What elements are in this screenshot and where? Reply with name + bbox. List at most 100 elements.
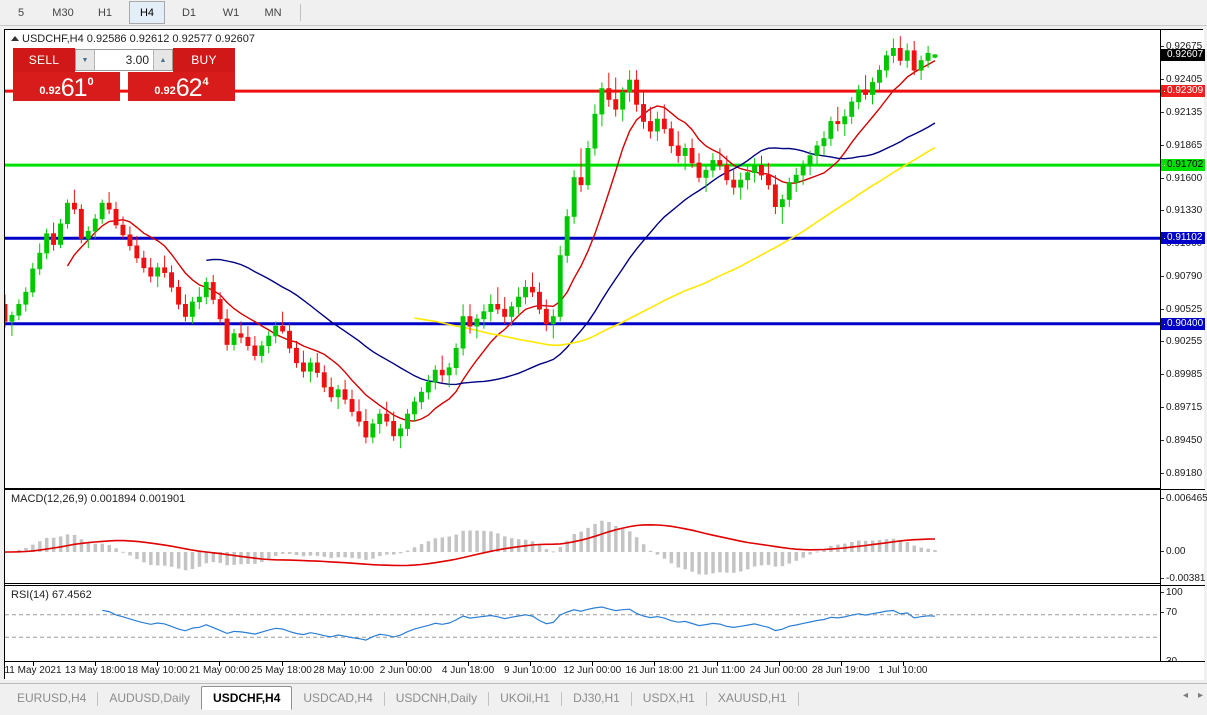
- price-tick-label: 0.92405: [1166, 74, 1203, 86]
- symbol-tab-ukoil-h1[interactable]: UKOil,H1: [500, 691, 551, 705]
- collapse-arrow-icon[interactable]: [11, 35, 19, 41]
- timeframe-button-w1[interactable]: W1: [222, 6, 240, 19]
- rsi-pane[interactable]: RSI(14) 67.4562: [5, 585, 1160, 661]
- macd-tick: 0.006465: [1161, 493, 1207, 504]
- symbol-tab-xauusd-h1[interactable]: XAUUSD,H1: [717, 691, 787, 705]
- symbol-tab-bar: EURUSD,H4 AUDUSD,Daily USDCHF,H4 USDCAD,H4 U…: [0, 683, 1207, 715]
- price-tag-blue[interactable]: 0.90400: [1161, 317, 1205, 330]
- price-tick-label: 0.91600: [1166, 172, 1203, 184]
- scale-divider: [1161, 585, 1205, 586]
- macd-tick-label: 0.00: [1166, 546, 1186, 557]
- tick-mark: [1161, 276, 1164, 278]
- time-axis-label: 24 Jun 00:00: [749, 665, 808, 676]
- buy-button[interactable]: BUY: [173, 48, 235, 72]
- price-tick-label: 0.89180: [1166, 467, 1203, 479]
- sell-price-big: 61: [60, 74, 88, 101]
- price-pane-title-text: USDCHF,H4 0.92586 0.92612 0.92577 0.9260…: [22, 33, 256, 45]
- sell-button[interactable]: SELL: [13, 48, 75, 72]
- time-tick-mark: [281, 662, 283, 666]
- symbol-tab-usdcad-h4[interactable]: USDCAD,H4: [303, 691, 373, 705]
- level-handle[interactable]: [1162, 321, 1167, 327]
- level-handle[interactable]: [1162, 163, 1167, 169]
- symbol-tab-usdchf-h4[interactable]: USDCHF,H4: [201, 686, 293, 710]
- level-handle[interactable]: [1162, 89, 1167, 95]
- volume-stepper[interactable]: ▼ 3.00 ▲: [75, 49, 173, 71]
- price-tick: 0.90790: [1161, 271, 1205, 282]
- macd-pane[interactable]: MACD(12,26,9) 0.001894 0.001901: [5, 489, 1160, 584]
- rsi-tick: 70: [1161, 607, 1205, 618]
- tick-mark: [1161, 439, 1164, 441]
- price-tag-blue[interactable]: 0.91102: [1161, 232, 1205, 245]
- timeframe-button-5[interactable]: 5: [17, 6, 25, 19]
- time-tick-mark: [778, 662, 780, 666]
- tab-scroll-right-icon[interactable]: ▸: [1197, 690, 1203, 701]
- price-tick: 0.89715: [1161, 402, 1205, 413]
- macd-tick: 0.00: [1161, 546, 1205, 557]
- buy-price-display[interactable]: 0.92 62 4: [128, 72, 235, 101]
- chart-frame[interactable]: USDCHF,H4 0.92586 0.92612 0.92577 0.9260…: [4, 29, 1207, 696]
- time-axis-label: 1 Jul 10:00: [878, 665, 928, 676]
- one-click-trading-panel[interactable]: SELL ▼ 3.00 ▲ BUY 0.92 61 0 0.92 62 4: [13, 48, 235, 101]
- price-tick-label: 0.91330: [1166, 205, 1203, 217]
- time-axis-label: 11 May 2021: [5, 665, 62, 676]
- tick-mark: [1161, 374, 1164, 376]
- volume-decrease-icon[interactable]: ▼: [76, 50, 95, 70]
- sell-price-prefix: 0.92: [39, 85, 61, 97]
- one-click-price-row: 0.92 61 0 0.92 62 4: [13, 72, 235, 101]
- time-tick-mark: [716, 662, 718, 666]
- price-tick: 0.90255: [1161, 336, 1205, 347]
- tick-mark: [1161, 79, 1164, 81]
- tick-mark: [1161, 46, 1164, 48]
- timeframe-button-mn[interactable]: MN: [264, 6, 282, 19]
- price-scale[interactable]: 0.92675 0.92405 0.92135 0.91865 0.91600 0.913…: [1160, 30, 1207, 696]
- price-tick-label: 0.89715: [1166, 402, 1203, 414]
- price-tag-red[interactable]: 0.92309: [1161, 85, 1205, 98]
- symbol-tab-usdx-h1[interactable]: USDX,H1: [642, 691, 695, 705]
- symbol-tab-eurusd-h4[interactable]: EURUSD,H4: [17, 691, 87, 705]
- timeframe-button-m30[interactable]: M30: [52, 6, 74, 19]
- time-axis-label: 18 May 10:00: [126, 665, 188, 676]
- timeframe-button-d1[interactable]: D1: [181, 6, 197, 19]
- level-handle[interactable]: [1162, 236, 1167, 242]
- tick-mark: [1161, 578, 1164, 579]
- price-tick: 0.90525: [1161, 304, 1205, 315]
- price-tick: 0.92405: [1161, 74, 1205, 85]
- time-tick-mark: [903, 662, 904, 666]
- time-tick-mark: [530, 662, 532, 666]
- tab-scroll-left-icon[interactable]: ◂: [1182, 690, 1188, 701]
- tick-mark: [1161, 407, 1164, 409]
- time-axis-label: 4 Jun 18:00: [441, 665, 495, 676]
- time-axis-label: 12 Jun 00:00: [563, 665, 622, 676]
- price-tick-label: 0.89450: [1166, 434, 1203, 446]
- rsi-tick: 100: [1161, 587, 1205, 598]
- symbol-tabs: EURUSD,H4 AUDUSD,Daily USDCHF,H4 USDCAD,H4 U…: [6, 686, 799, 711]
- volume-input[interactable]: 3.00: [125, 53, 149, 67]
- timeframe-button-h1[interactable]: H1: [97, 6, 113, 19]
- symbol-tab-dj30-h1[interactable]: DJ30,H1: [573, 691, 620, 705]
- time-axis: 11 May 2021 13 May 18:00 18 May 10:00 21 Ma…: [5, 661, 1204, 680]
- symbol-tab-audusd-daily[interactable]: AUDUSD,Daily: [109, 691, 191, 705]
- price-tick-label: 0.90525: [1166, 303, 1203, 315]
- tick-mark: [1161, 612, 1164, 613]
- price-tick: 0.92135: [1161, 107, 1205, 118]
- tick-mark: [1161, 472, 1164, 474]
- tick-mark: [1161, 551, 1164, 552]
- price-tick: 0.92675: [1161, 41, 1205, 52]
- timeframe-button-h4[interactable]: H4: [129, 1, 165, 24]
- price-tag-current[interactable]: 0.92607: [1161, 48, 1205, 61]
- price-tick: 0.89180: [1161, 468, 1205, 479]
- price-pane[interactable]: USDCHF,H4 0.92586 0.92612 0.92577 0.9260…: [5, 30, 1160, 489]
- tab-divider: [561, 691, 563, 706]
- time-tick-mark: [654, 662, 656, 666]
- tab-scroll-controls[interactable]: ◂ ▸: [1183, 690, 1203, 701]
- price-tag-green[interactable]: 0.91702: [1161, 159, 1205, 172]
- sell-price-display[interactable]: 0.92 61 0: [13, 72, 120, 101]
- scale-divider: [1161, 489, 1205, 490]
- volume-increase-icon[interactable]: ▲: [153, 50, 172, 70]
- time-axis-label: 9 Jun 10:00: [504, 665, 557, 676]
- tick-mark: [1161, 498, 1164, 499]
- price-pane-title: USDCHF,H4 0.92586 0.92612 0.92577 0.9260…: [11, 33, 255, 45]
- symbol-tab-usdcnh-daily[interactable]: USDCNH,Daily: [395, 691, 478, 705]
- rsi-tick-label: 70: [1166, 607, 1178, 618]
- sell-price-fraction: 0: [87, 76, 94, 88]
